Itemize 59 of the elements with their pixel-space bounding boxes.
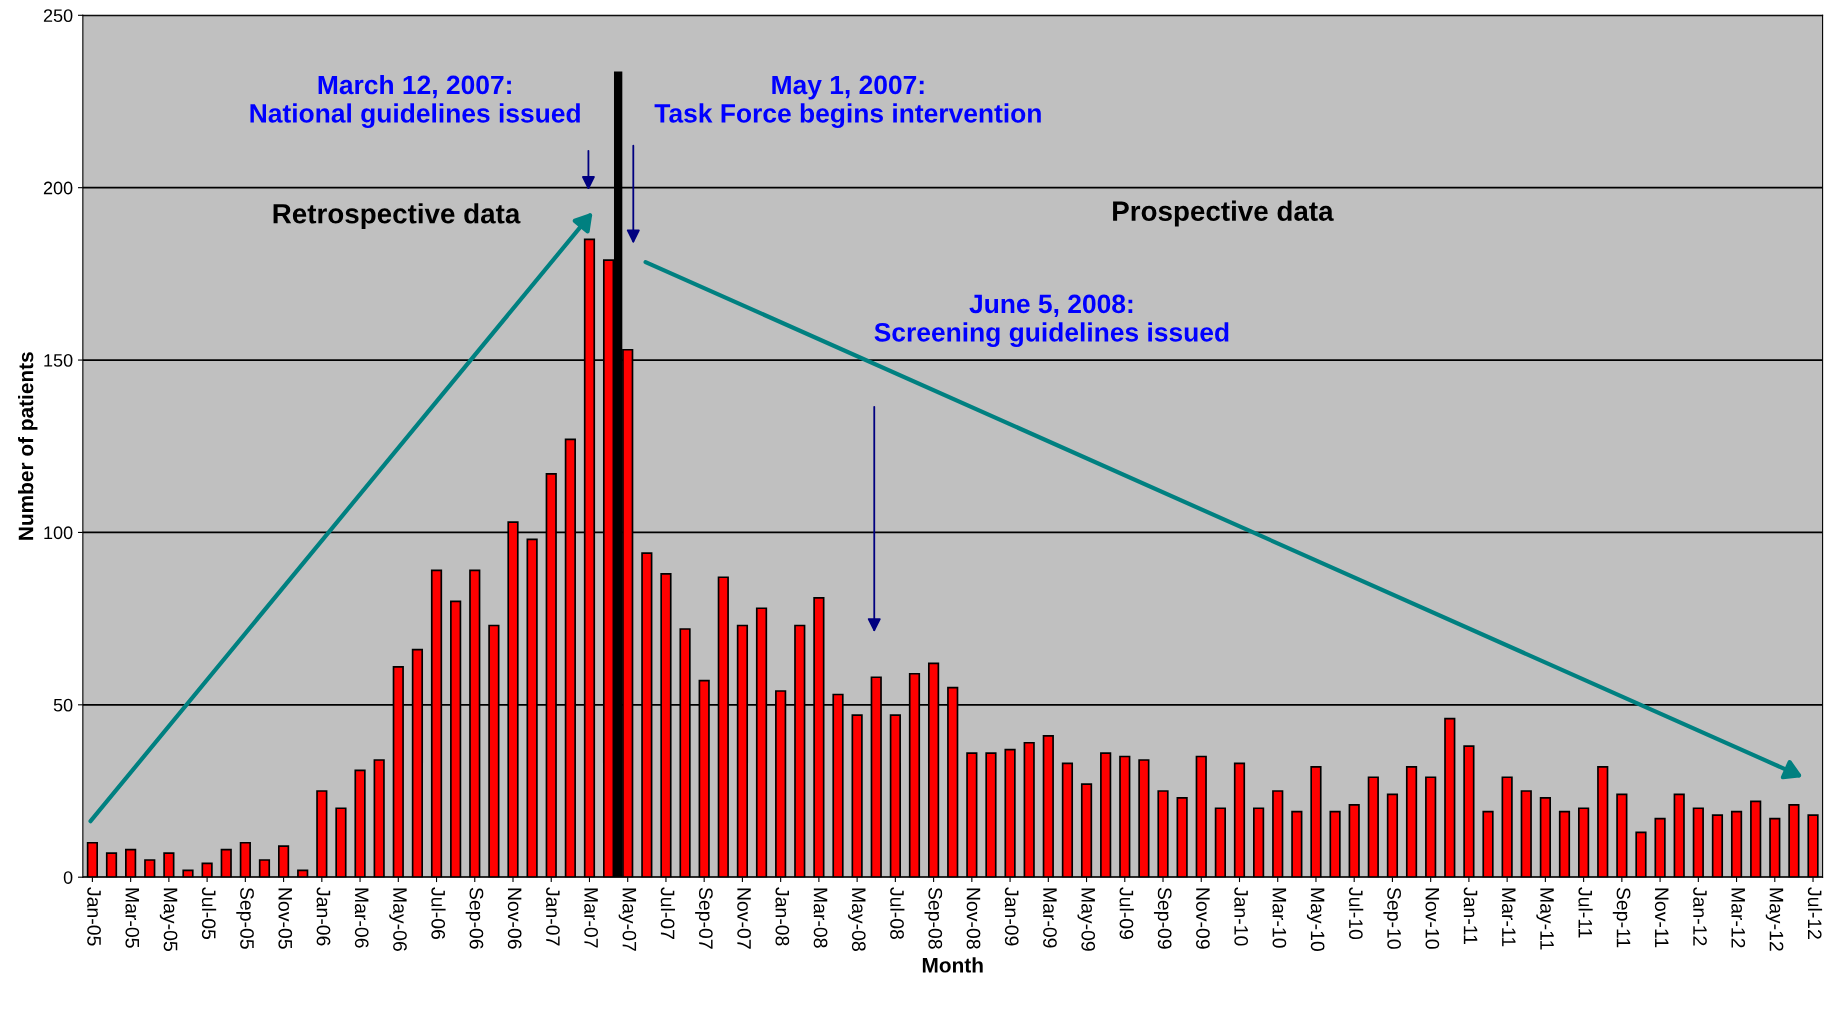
x-tick-label: May-08 <box>848 888 866 951</box>
x-tick-label: May-06 <box>389 888 407 951</box>
x-tick-label: Mar-11 <box>1501 888 1516 947</box>
x-tick-label: Jul-09 <box>1119 887 1134 939</box>
x-tick-label: May-05 <box>159 888 178 951</box>
x-tick-label: Nov-07 <box>737 888 751 949</box>
annotation: Retrospective data <box>273 203 521 230</box>
x-tick-label: Jul-06 <box>431 887 446 940</box>
x-tick-label: Jul-05 <box>201 887 217 940</box>
x-tick-label: Jan-07 <box>546 887 560 946</box>
x-tick-label: Sep-06 <box>465 887 484 949</box>
x-tick-label: May-12 <box>1765 888 1784 951</box>
x-tick-label: Nov-09 <box>1196 888 1210 949</box>
x-tick-label: May-09 <box>1077 888 1096 951</box>
x-tick-label: May-07 <box>618 888 637 951</box>
x-tick-label: Mar-06 <box>354 888 369 948</box>
annotation: March 12, 2007: National guidelines issued <box>250 74 580 129</box>
x-tick-label: Jul-08 <box>890 887 905 940</box>
x-tick-label: May-11 <box>1536 888 1554 950</box>
x-tick-label: Sep-11 <box>1612 887 1631 948</box>
y-tick-label: 100 <box>44 526 73 540</box>
x-tick-label: Jan-10 <box>1234 887 1249 946</box>
y-tick-label: 250 <box>43 9 73 23</box>
x-tick-label: Nov-10 <box>1425 888 1440 949</box>
y-tick-label: 200 <box>43 181 73 195</box>
x-tick-label: Nov-08 <box>966 888 981 949</box>
x-tick-label: Jul-12 <box>1807 887 1823 939</box>
x-tick-label: Sep-05 <box>236 887 254 949</box>
x-tick-label: Jul-07 <box>660 887 676 939</box>
x-tick-label: Jan-09 <box>1004 887 1019 946</box>
x-tick-label: Nov-11 <box>1654 888 1669 948</box>
x-tick-label: Sep-08 <box>924 887 943 949</box>
x-tick-label: Mar-05 <box>125 888 140 948</box>
y-axis-title: Number of patients <box>18 352 38 540</box>
x-tick-label: Sep-10 <box>1383 887 1401 949</box>
x-tick-label: Sep-07 <box>695 887 713 949</box>
y-tick-label: 50 <box>53 698 73 712</box>
x-tick-label: Jan-06 <box>316 887 331 946</box>
annotation: June 5, 2008: Screening guidelines issued <box>874 294 1229 347</box>
x-tick-label: Mar-08 <box>813 888 828 948</box>
x-tick-label: Mar-09 <box>1043 888 1057 948</box>
y-tick-label: 0 <box>63 871 73 884</box>
x-tick-label: Jan-11 <box>1463 887 1478 944</box>
x-tick-label: Mar-07 <box>584 888 599 948</box>
x-tick-label: Mar-10 <box>1272 888 1287 948</box>
x-tick-label: Jan-08 <box>775 887 790 946</box>
x-tick-label: Jul-11 <box>1578 887 1593 938</box>
x-tick-label: May-10 <box>1306 888 1325 951</box>
y-tick-label: 150 <box>44 353 73 367</box>
x-tick-label: Sep-09 <box>1153 887 1172 949</box>
x-tick-label: Jan-12 <box>1693 887 1707 946</box>
x-tick-label: Jul-10 <box>1348 887 1364 940</box>
x-tick-label: Nov-06 <box>507 888 522 949</box>
x-tick-label: Nov-05 <box>278 888 293 949</box>
x-tick-label: Jan-05 <box>87 887 101 946</box>
x-axis-title: Month <box>922 957 983 973</box>
x-tick-label: Mar-12 <box>1731 888 1746 948</box>
annotation: Prospective data <box>1113 200 1334 227</box>
annotation: May 1, 2007: Task Force begins intervention <box>654 75 1041 129</box>
